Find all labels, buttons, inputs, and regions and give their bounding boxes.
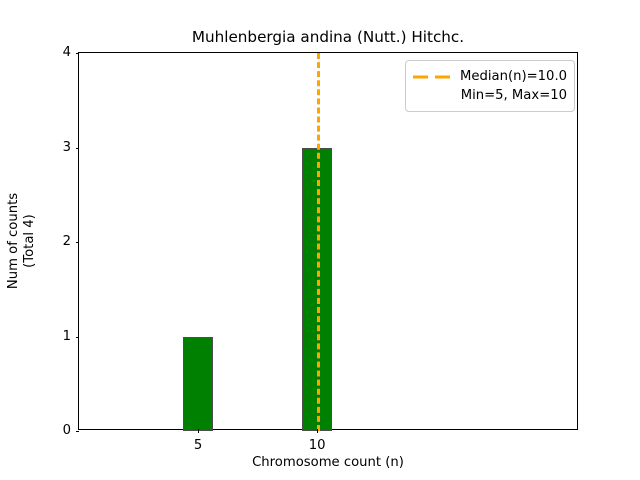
x-tick-mark: [317, 429, 319, 433]
y-axis-label-line-1: Num of counts: [6, 192, 21, 290]
y-tick-label: 1: [62, 328, 71, 344]
plot-area: 0 1 2 3 4 5 10: [63, 45, 578, 453]
y-tick-label: 3: [62, 139, 71, 155]
y-axis-label-container: Num of counts (Total 4): [0, 52, 44, 430]
legend-dash-segment: [435, 75, 450, 78]
y-tick-mark: [75, 431, 79, 432]
chart-legend: Median(n)=10.0 Min=5, Max=10: [405, 60, 576, 112]
legend-label: Median(n)=10.0: [460, 69, 568, 84]
y-axis-label: Num of counts (Total 4): [6, 193, 38, 289]
y-axis-label-line-2: (Total 4): [22, 214, 37, 268]
y-tick-label: 4: [62, 45, 71, 60]
legend-line-sample: [413, 71, 452, 83]
x-tick-mark: [198, 429, 200, 433]
median-line: [317, 53, 321, 431]
plot-inner: 0 1 2 3 4 5 10: [63, 45, 577, 453]
chart-title: Muhlenbergia andina (Nutt.) Hitchc.: [191, 28, 465, 46]
x-axis-label: Chromosome count (n): [252, 455, 404, 470]
y-tick-label: 0: [62, 423, 71, 438]
x-tick-label: 10: [308, 438, 326, 453]
y-tick-mark: [75, 147, 79, 149]
y-tick-mark: [75, 242, 79, 243]
y-tick-mark: [75, 53, 79, 54]
x-tick-label: 5: [193, 438, 203, 453]
legend-item: Median(n)=10.0: [413, 67, 567, 86]
legend-label: Min=5, Max=10: [460, 88, 568, 103]
bar: [302, 147, 332, 431]
y-tick-label: 2: [62, 234, 71, 249]
legend-dash-segment: [413, 75, 428, 78]
legend-item: Min=5, Max=10: [413, 86, 567, 105]
y-tick-mark: [75, 336, 79, 338]
bar: [183, 336, 213, 431]
